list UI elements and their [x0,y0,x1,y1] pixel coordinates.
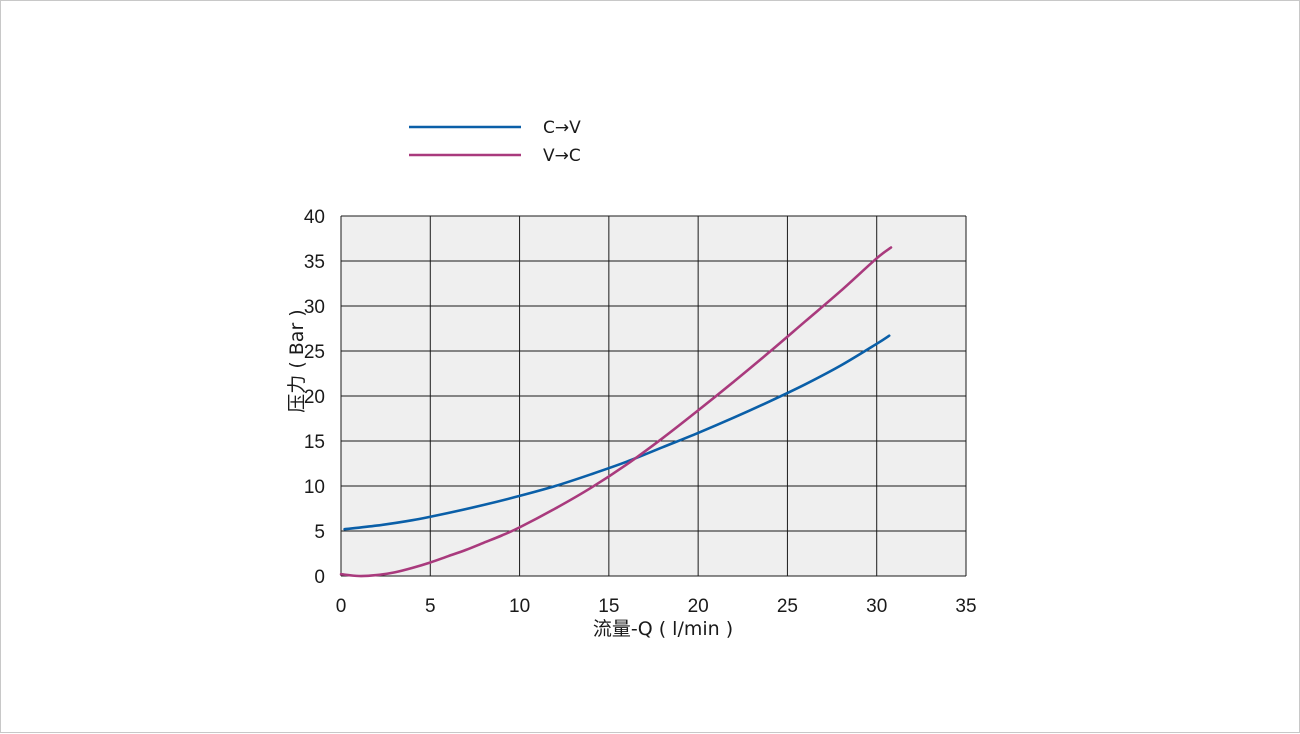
x-tick-label: 0 [336,596,347,617]
legend-label: V→C [543,146,581,166]
grid [340,215,967,577]
x-tick-label: 10 [509,596,530,617]
y-tick-label: 25 [304,342,325,363]
series-layer [339,246,893,578]
x-tick-labels: 0 5 10 15 20 25 30 35 [336,596,977,617]
series-line-v-to-c [339,246,893,578]
y-tick-label: 35 [304,252,325,273]
x-tick-label: 15 [598,596,619,617]
y-tick-label: 10 [304,477,325,498]
y-tick-label: 40 [304,207,325,228]
x-tick-label: 30 [866,596,887,617]
x-tick-label: 5 [425,596,436,617]
y-tick-label: 5 [314,522,325,543]
x-tick-label: 35 [955,596,976,617]
y-tick-label: 15 [304,432,325,453]
x-tick-label: 25 [777,596,798,617]
legend-label: C→V [543,118,581,138]
y-tick-label: 0 [314,567,325,588]
y-axis-label: 压力 ( Bar ) [286,309,308,412]
y-tick-label: 20 [304,387,325,408]
x-axis-label: 流量-Q ( l/min ) [593,618,733,640]
y-tick-label: 30 [304,297,325,318]
series-line-c-to-v [343,334,891,531]
x-tick-label: 20 [688,596,709,617]
legend: C→V V→C [409,118,581,166]
y-tick-labels: 0 5 10 15 20 25 30 35 40 [304,207,325,588]
